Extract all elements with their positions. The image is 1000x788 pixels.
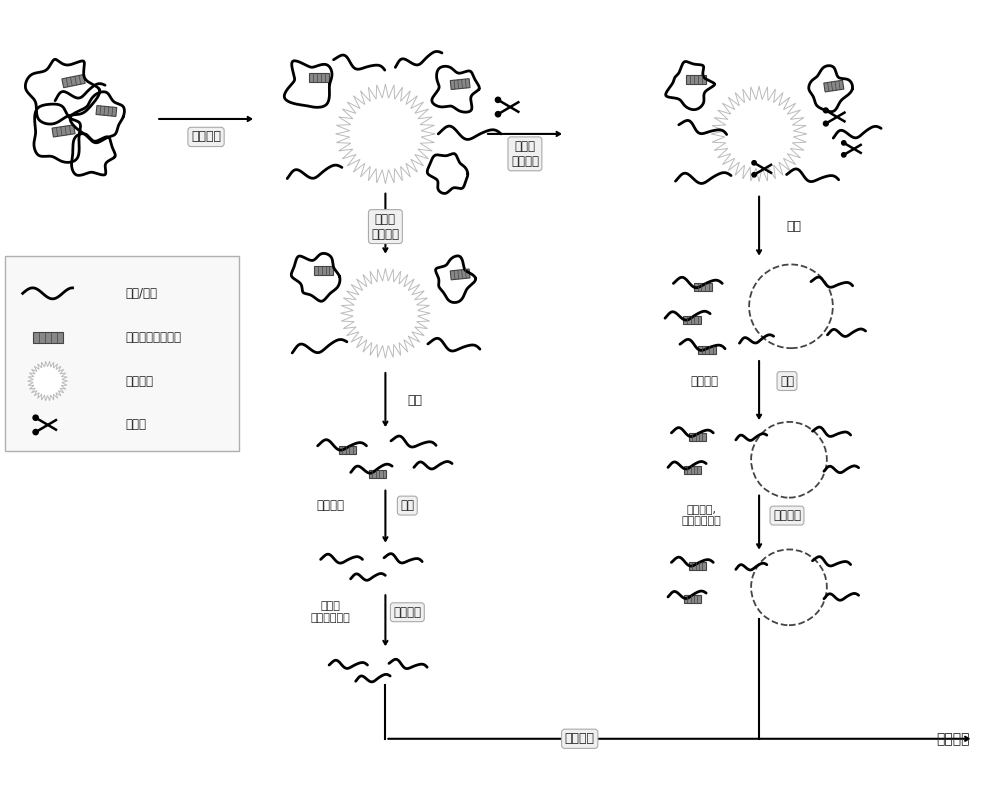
- Bar: [694, 284, 712, 292]
- Text: 蛋白酶特异性模序: 蛋白酶特异性模序: [125, 331, 181, 344]
- Bar: [62, 75, 85, 87]
- Text: 氘代甲醛,
氰基硼氢化钠: 氘代甲醛, 氰基硼氢化钠: [681, 505, 721, 526]
- Text: 蛋白固载: 蛋白固载: [191, 130, 221, 143]
- Text: 混合除盐: 混合除盐: [565, 732, 595, 745]
- Circle shape: [823, 121, 828, 126]
- Bar: [689, 433, 706, 440]
- Polygon shape: [711, 86, 807, 182]
- Bar: [314, 266, 333, 275]
- Bar: [683, 316, 701, 324]
- Circle shape: [752, 161, 756, 165]
- Text: 胰蛋白酶: 胰蛋白酶: [690, 374, 718, 388]
- Circle shape: [842, 153, 846, 157]
- Circle shape: [823, 108, 828, 113]
- Circle shape: [33, 415, 38, 420]
- Text: 轻标标记: 轻标标记: [393, 606, 421, 619]
- Text: 酶解: 酶解: [780, 374, 794, 388]
- Circle shape: [495, 112, 501, 117]
- FancyBboxPatch shape: [5, 256, 239, 451]
- Bar: [698, 346, 716, 354]
- Text: 蛋白/肽段: 蛋白/肽段: [125, 287, 157, 300]
- Bar: [450, 79, 470, 90]
- Text: 重标标记: 重标标记: [773, 509, 801, 522]
- Text: 对照组
酶切反应: 对照组 酶切反应: [371, 213, 399, 240]
- Circle shape: [752, 173, 756, 177]
- Text: 蛋白酶: 蛋白酶: [125, 418, 146, 431]
- Polygon shape: [28, 361, 68, 401]
- Text: 离心: 离心: [408, 395, 423, 407]
- Bar: [52, 125, 75, 137]
- Text: 实验组
酶切反应: 实验组 酶切反应: [511, 139, 539, 168]
- Circle shape: [842, 141, 846, 145]
- Bar: [450, 269, 470, 280]
- Text: 质谱分析: 质谱分析: [937, 732, 970, 745]
- Text: 胰蛋白酶: 胰蛋白酶: [317, 499, 345, 512]
- Bar: [824, 80, 844, 92]
- Circle shape: [495, 97, 501, 102]
- Text: 酶解: 酶解: [400, 499, 414, 512]
- Bar: [339, 446, 356, 454]
- Polygon shape: [341, 269, 430, 358]
- Bar: [96, 106, 117, 117]
- Polygon shape: [336, 84, 435, 184]
- Text: 固相载体: 固相载体: [125, 374, 153, 388]
- Bar: [686, 75, 706, 84]
- Bar: [689, 563, 706, 571]
- Text: 甲醛，
氰基硼氢化钠: 甲醛， 氰基硼氢化钠: [311, 601, 350, 623]
- Bar: [33, 332, 63, 343]
- Circle shape: [33, 429, 38, 435]
- Bar: [684, 595, 701, 604]
- Bar: [684, 466, 701, 474]
- Bar: [369, 470, 386, 478]
- Bar: [309, 72, 329, 82]
- Text: 离心: 离心: [786, 220, 801, 233]
